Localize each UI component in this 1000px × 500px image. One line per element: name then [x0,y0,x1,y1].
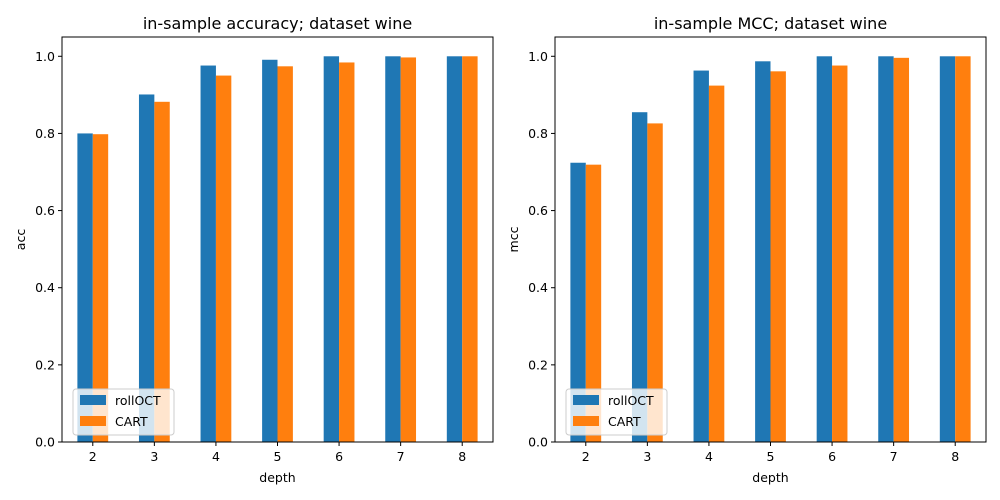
chart-panel-2: 2 3 4 5 6 7 8 0.0 0.2 0.4 0.6 0.8 1.0 in-sample MCC; … [506,14,987,485]
bar-cart-depth-6 [832,65,848,442]
bar-rolloct-depth-5 [262,59,278,442]
bar-rolloct-depth-3 [631,112,648,443]
x-tick-label: 4 [705,449,713,464]
x-tick-label: 4 [212,449,220,464]
x-tick-label: 2 [89,449,97,464]
y-axis-label: acc [13,229,28,251]
bar-cart-depth-5 [770,71,786,442]
y-tick-label: 0.0 [528,435,548,450]
legend-label-cart: CART [115,414,148,429]
bar-cart-depth-5 [277,66,293,442]
chart-title: in-sample accuracy; dataset wine [143,14,412,33]
bar-cart-depth-7 [400,57,417,442]
bar-cart-depth-6 [339,62,355,443]
bar-rolloct-depth-4 [693,70,709,442]
bar-rolloct-depth-6 [816,56,833,442]
bar-cart-depth-4 [215,75,232,442]
x-tick-label: 6 [828,449,836,464]
legend-label-rolloct: rollOCT [608,393,654,408]
x-tick-label: 2 [582,449,590,464]
y-tick-label: 0.6 [528,203,548,218]
y-tick-label: 1.0 [528,49,548,64]
legend: rollOCT CART [72,388,175,436]
y-tick-label: 0.0 [35,435,55,450]
bar-cart-depth-2 [585,164,602,443]
x-axis-label: depth [752,470,788,485]
x-tick-label: 6 [335,449,343,464]
bar-rolloct-depth-8 [446,56,463,442]
legend: rollOCT CART [565,388,668,436]
legend-swatch-cart [573,416,599,426]
bar-rolloct-depth-4 [200,65,216,442]
x-tick-label: 8 [951,449,959,464]
y-tick-label: 0.4 [35,280,55,295]
bar-cart-depth-8 [955,56,971,442]
legend-label-cart: CART [608,414,641,429]
chart-title: in-sample MCC; dataset wine [654,14,887,33]
y-tick-label: 1.0 [35,49,55,64]
bar-cart-depth-2 [92,134,109,442]
bar-rolloct-depth-3 [138,94,155,442]
bar-rolloct-depth-7 [878,56,894,442]
bar-cart-depth-7 [893,57,910,442]
bar-rolloct-depth-2 [77,133,93,442]
legend-swatch-rolloct [80,395,106,405]
bar-rolloct-depth-2 [570,162,586,443]
x-axis-label: depth [259,470,295,485]
chart-panel-1: 2 3 4 5 6 7 8 0.0 0.2 0.4 0.6 0.8 1.0 in-sample accur… [13,14,494,485]
legend-swatch-rolloct [573,395,599,405]
bar-cart-depth-8 [462,56,478,442]
x-tick-label: 3 [643,449,651,464]
y-tick-label: 0.6 [35,203,55,218]
bar-rolloct-depth-8 [939,56,956,442]
bar-rolloct-depth-6 [323,56,340,442]
x-tick-label: 3 [150,449,158,464]
y-tick-label: 0.4 [528,280,548,295]
x-tick-label: 7 [397,449,405,464]
x-tick-label: 7 [890,449,898,464]
x-tick-label: 5 [274,449,282,464]
bar-cart-depth-3 [647,123,663,443]
bar-rolloct-depth-5 [755,61,771,443]
bar-cart-depth-4 [708,85,725,442]
bar-rolloct-depth-7 [385,56,401,442]
bar-cart-depth-3 [154,101,170,443]
y-axis-label: mcc [506,226,521,252]
x-tick-label: 8 [458,449,466,464]
y-tick-label: 0.2 [35,357,55,372]
y-tick-label: 0.8 [35,126,55,141]
x-tick-label: 5 [767,449,775,464]
legend-label-rolloct: rollOCT [115,393,161,408]
y-tick-label: 0.2 [528,357,548,372]
y-tick-label: 0.8 [528,126,548,141]
legend-swatch-cart [80,416,106,426]
